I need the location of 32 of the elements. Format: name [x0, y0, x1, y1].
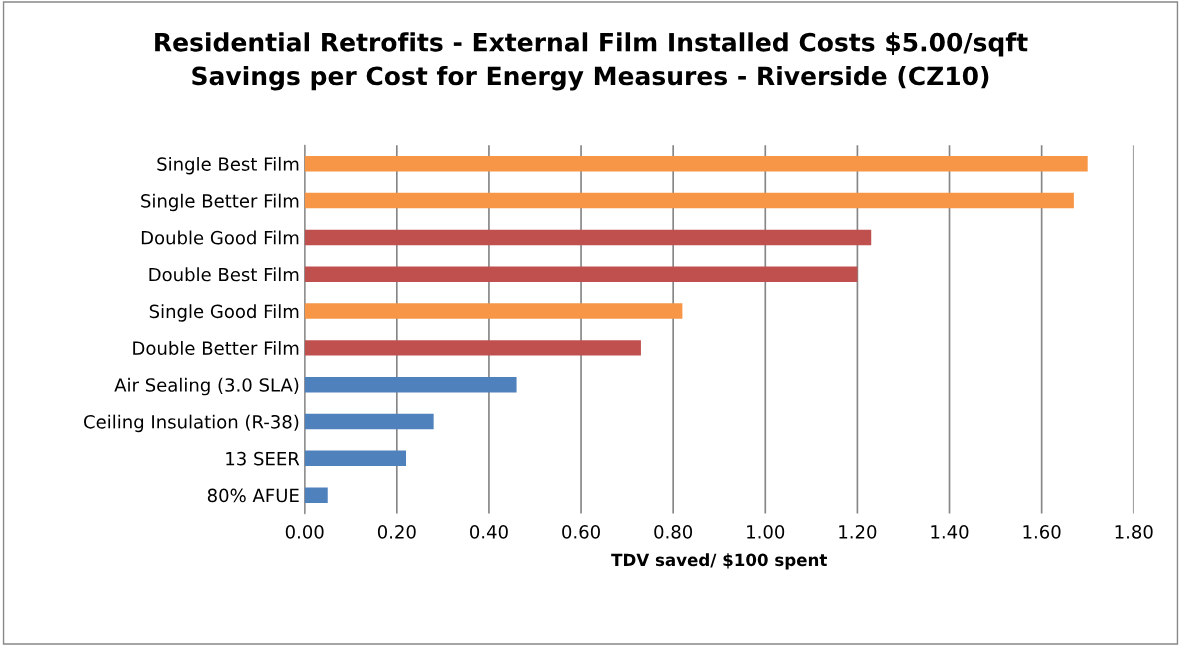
bar: [304, 266, 858, 282]
x-axis-title: TDV saved/ $100 spent: [611, 553, 827, 570]
y-tick-label: Double Good Film: [141, 230, 299, 245]
x-tick-label: 0.60: [562, 525, 600, 539]
y-tick-label: Ceiling Insulation (R-38): [84, 414, 299, 433]
y-tick-label: Double Better Film: [133, 341, 299, 355]
bar: [304, 450, 407, 467]
bar: [304, 413, 434, 430]
x-tick-label: 0.80: [654, 525, 693, 539]
x-tick-label: 0.40: [470, 525, 508, 539]
y-tick-label: Single Better Film: [141, 193, 299, 212]
bar: [304, 376, 517, 393]
bar: [304, 487, 328, 503]
bar: [304, 303, 683, 319]
x-tick-label: 1.60: [1023, 525, 1061, 539]
x-tick-label: 1.20: [839, 525, 877, 539]
bar: [304, 229, 872, 246]
y-tick-label: Air Sealing (3.0 SLA): [114, 377, 299, 396]
y-tick-label: 80% AFUE: [207, 488, 299, 503]
y-tick-label: Single Good Film: [149, 304, 299, 322]
y-tick-label: Single Best Film: [157, 156, 299, 175]
y-tick-label: 13 SEER: [226, 451, 300, 466]
x-tick-label: 1.80: [1115, 525, 1153, 539]
bar: [304, 340, 641, 356]
y-tick-label: Double Best Film: [149, 267, 299, 282]
x-tick-label: 1.40: [931, 525, 969, 539]
x-tick-label: 0.20: [377, 525, 416, 539]
bar: [304, 156, 1088, 172]
bar: [304, 192, 1074, 209]
chart-title: Residential Retrofits - External Film Installed Costs $5.00/sqft Savings per Cost for Energy Measures - Riverside (CZ10): [155, 32, 1028, 91]
x-tick-label: 0.00: [285, 525, 324, 539]
x-tick-label: 1.00: [747, 525, 785, 539]
